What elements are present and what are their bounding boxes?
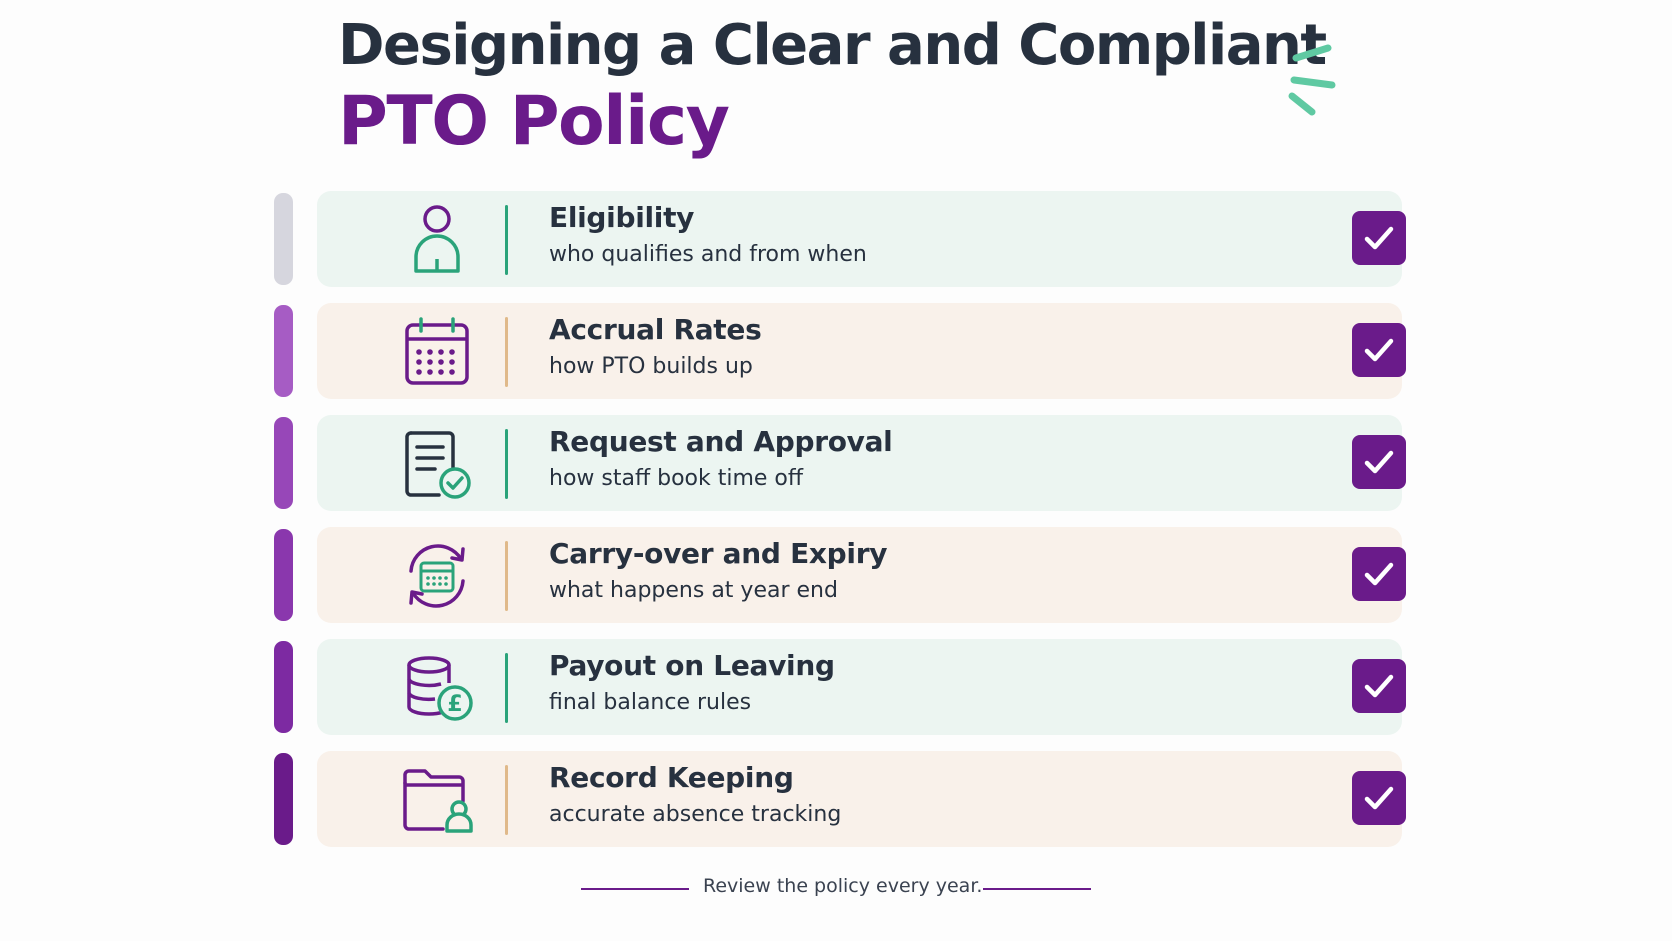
row-text: Eligibility who qualifies and from when	[549, 201, 867, 267]
row-divider	[505, 765, 508, 835]
item-subtitle: accurate absence tracking	[549, 802, 842, 827]
item-title: Carry-over and Expiry	[549, 537, 888, 570]
row-marker	[274, 529, 293, 621]
title-line-2: PTO Policy	[338, 82, 730, 161]
checklist-item-carry-over: Carry-over and Expiry what happens at ye…	[274, 527, 1406, 623]
item-subtitle: what happens at year end	[549, 578, 838, 603]
row-card: £ Payout on Leaving final balance rules	[317, 639, 1406, 735]
row-text: Record Keeping accurate absence tracking	[549, 761, 841, 827]
title-line-1: Designing a Clear and Compliant	[338, 13, 1327, 78]
row-marker	[274, 753, 293, 845]
checkbox-checked[interactable]	[1352, 211, 1406, 265]
document-check-icon	[405, 431, 471, 499]
coins-pound-icon: £	[407, 656, 473, 721]
row-card: Accrual Rates how PTO builds up	[317, 303, 1406, 399]
checkbox-checked[interactable]	[1352, 771, 1406, 825]
checkmark-icon	[1364, 226, 1394, 250]
footer-note: Review the policy every year.	[703, 875, 983, 897]
checkmark-icon	[1364, 338, 1394, 362]
row-text: Accrual Rates how PTO builds up	[549, 313, 762, 379]
item-subtitle: who qualifies and from when	[549, 242, 867, 267]
row-marker	[274, 417, 293, 509]
row-divider	[505, 205, 508, 275]
checkbox-checked[interactable]	[1352, 547, 1406, 601]
row-marker	[274, 193, 293, 285]
checklist-item-eligibility: Eligibility who qualifies and from when	[274, 191, 1406, 287]
checkmark-icon	[1364, 562, 1394, 586]
row-divider	[505, 317, 508, 387]
checkbox-checked[interactable]	[1352, 659, 1406, 713]
footer-rule-left	[581, 888, 689, 890]
checkbox-checked[interactable]	[1352, 435, 1406, 489]
item-subtitle: final balance rules	[549, 690, 752, 715]
row-marker	[274, 305, 293, 397]
row-text: Carry-over and Expiry what happens at ye…	[549, 537, 887, 603]
checkmark-icon	[1364, 786, 1394, 810]
row-card: Request and Approval how staff book time…	[317, 415, 1406, 511]
checklist: Eligibility who qualifies and from when	[274, 191, 1406, 847]
checklist-item-record-keeping: Record Keeping accurate absence tracking	[274, 751, 1406, 847]
item-subtitle: how staff book time off	[549, 466, 804, 491]
checkmark-icon	[1364, 674, 1394, 698]
row-text: Payout on Leaving final balance rules	[549, 649, 835, 715]
checklist-item-payout: £ Payout on Leaving final balance rules	[274, 639, 1406, 735]
page-title: Designing a Clear and Compliant PTO Poli…	[338, 13, 1327, 161]
checklist-item-request-approval: Request and Approval how staff book time…	[274, 415, 1406, 511]
sparkle-accent-icon	[1288, 44, 1336, 116]
item-title: Payout on Leaving	[549, 649, 835, 682]
checklist-item-accrual-rates: Accrual Rates how PTO builds up	[274, 303, 1406, 399]
row-card: Eligibility who qualifies and from when	[317, 191, 1406, 287]
svg-text:£: £	[447, 692, 462, 717]
person-icon	[414, 205, 460, 273]
footer-rule-right	[983, 888, 1091, 890]
calendar-icon	[405, 317, 469, 385]
row-divider	[505, 429, 508, 499]
row-card: Carry-over and Expiry what happens at ye…	[317, 527, 1406, 623]
row-card: Record Keeping accurate absence tracking	[317, 751, 1406, 847]
checkbox-checked[interactable]	[1352, 323, 1406, 377]
item-title: Record Keeping	[549, 761, 794, 794]
row-divider	[505, 541, 508, 611]
row-text: Request and Approval how staff book time…	[549, 425, 893, 491]
row-divider	[505, 653, 508, 723]
item-title: Eligibility	[549, 201, 695, 234]
footer: Review the policy every year.	[0, 872, 1672, 902]
folder-person-icon	[403, 769, 473, 833]
item-subtitle: how PTO builds up	[549, 354, 753, 379]
calendar-cycle-icon	[409, 544, 465, 608]
item-title: Accrual Rates	[549, 313, 762, 346]
checkmark-icon	[1364, 450, 1394, 474]
row-marker	[274, 641, 293, 733]
item-title: Request and Approval	[549, 425, 893, 458]
